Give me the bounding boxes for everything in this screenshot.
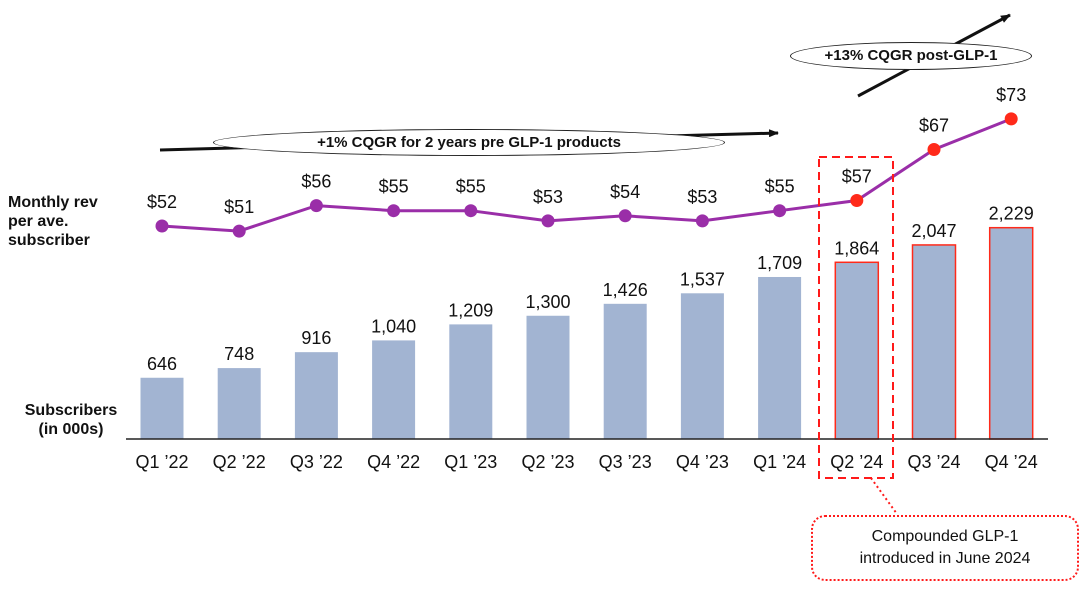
subscriber-value-label: 1,709 bbox=[757, 253, 802, 273]
revenue-point-3 bbox=[309, 199, 323, 213]
revenue-value-label: $56 bbox=[301, 172, 331, 192]
subscriber-bar-6 bbox=[526, 315, 570, 439]
x-tick-label: Q3 ’24 bbox=[907, 452, 960, 472]
subscriber-value-label: 2,047 bbox=[911, 221, 956, 241]
subscriber-bar-2 bbox=[217, 368, 261, 439]
subscribers-label-line1: Subscribers bbox=[24, 402, 118, 419]
x-tick-label: Q2 ’24 bbox=[830, 452, 883, 472]
x-tick-label: Q4 ’23 bbox=[676, 452, 729, 472]
monthly-rev-axis-label: Monthly rev per ave. subscriber bbox=[8, 193, 148, 250]
subscriber-bar-12 bbox=[988, 226, 1034, 440]
subscriber-value-label: 2,229 bbox=[989, 204, 1034, 224]
subscriber-bar-7 bbox=[603, 303, 647, 439]
subscriber-bar-9 bbox=[758, 276, 802, 439]
subscriber-value-label: 916 bbox=[301, 328, 331, 348]
q2-24-highlight-box bbox=[818, 156, 894, 479]
x-tick-label: Q2 ’23 bbox=[521, 452, 574, 472]
subscriber-value-label: 1,426 bbox=[603, 280, 648, 300]
revenue-value-label: $53 bbox=[533, 187, 563, 207]
subscriber-value-label: 1,864 bbox=[834, 238, 879, 258]
subscriber-value-label: 748 bbox=[224, 344, 254, 364]
revenue-value-label: $55 bbox=[765, 177, 795, 197]
revenue-value-label: $73 bbox=[996, 85, 1026, 105]
note-connector bbox=[870, 477, 898, 515]
revenue-point-9 bbox=[773, 204, 787, 218]
subscribers-axis-label: Subscribers (in 000s) bbox=[6, 401, 136, 439]
revenue-value-label: $54 bbox=[610, 182, 640, 202]
glp1-note-callout: Compounded GLP-1 introduced in June 2024 bbox=[811, 515, 1079, 581]
x-tick-label: Q4 ’22 bbox=[367, 452, 420, 472]
x-tick-label: Q4 ’24 bbox=[985, 452, 1038, 472]
subscriber-bar-3 bbox=[294, 352, 338, 439]
revenue-value-label: $53 bbox=[687, 187, 717, 207]
post-glp1-growth-callout: +13% CQGR post-GLP-1 bbox=[790, 42, 1032, 70]
revenue-point-2 bbox=[232, 224, 246, 238]
revenue-point-4 bbox=[387, 204, 401, 218]
subscriber-bar-5 bbox=[449, 324, 493, 439]
subscriber-bar-4 bbox=[372, 340, 416, 439]
subscribers-label-line2: (in 000s) bbox=[38, 421, 104, 438]
revenue-point-5 bbox=[464, 204, 478, 218]
x-tick-label: Q1 ’24 bbox=[753, 452, 806, 472]
subscriber-bar-1 bbox=[140, 377, 184, 439]
revenue-value-label: $51 bbox=[224, 197, 254, 217]
monthly-rev-label-line3: subscriber bbox=[8, 232, 90, 249]
pre-glp1-growth-callout: +1% CQGR for 2 years pre GLP-1 products bbox=[213, 129, 725, 156]
note-line-2: introduced in June 2024 bbox=[859, 550, 1031, 567]
revenue-point-1 bbox=[155, 219, 169, 233]
monthly-rev-label-line1: Monthly rev bbox=[8, 194, 98, 211]
subscriber-value-label: 1,209 bbox=[448, 300, 493, 320]
x-tick-label: Q3 ’22 bbox=[290, 452, 343, 472]
subscriber-value-label: 1,300 bbox=[525, 292, 570, 312]
subscriber-value-label: 646 bbox=[147, 354, 177, 374]
subscriber-bar-11 bbox=[911, 244, 957, 440]
revenue-point-11 bbox=[927, 143, 941, 156]
revenue-value-label: $55 bbox=[456, 177, 486, 197]
subscriber-bar-8 bbox=[680, 293, 724, 439]
subscriber-bar-10 bbox=[834, 261, 880, 440]
revenue-value-label: $57 bbox=[842, 167, 872, 187]
revenue-point-8 bbox=[695, 214, 709, 228]
subscriber-value-label: 1,040 bbox=[371, 316, 416, 336]
x-tick-label: Q1 ’23 bbox=[444, 452, 497, 472]
x-tick-label: Q3 ’23 bbox=[599, 452, 652, 472]
x-tick-label: Q2 ’22 bbox=[213, 452, 266, 472]
monthly-rev-label-line2: per ave. bbox=[8, 213, 69, 230]
revenue-value-label: $52 bbox=[147, 192, 177, 212]
x-tick-label: Q1 ’22 bbox=[135, 452, 188, 472]
note-line-1: Compounded GLP-1 bbox=[871, 528, 1019, 545]
revenue-line bbox=[161, 117, 1012, 233]
revenue-value-label: $67 bbox=[919, 116, 949, 136]
revenue-value-label: $55 bbox=[379, 177, 409, 197]
revenue-point-10 bbox=[850, 194, 864, 207]
revenue-point-12 bbox=[1004, 112, 1018, 126]
revenue-point-6 bbox=[541, 214, 555, 228]
subscriber-value-label: 1,537 bbox=[680, 269, 725, 289]
revenue-point-7 bbox=[618, 209, 632, 223]
